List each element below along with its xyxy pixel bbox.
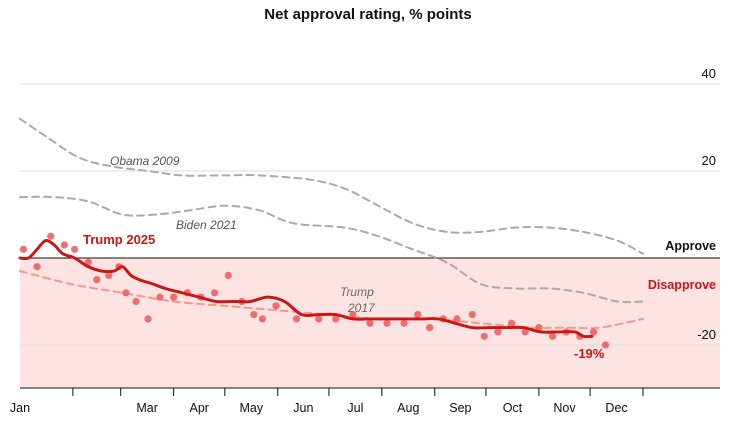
data-point	[33, 263, 41, 271]
data-point	[349, 310, 357, 319]
data-point	[224, 271, 232, 279]
data-point	[468, 310, 476, 319]
data-point	[272, 302, 280, 310]
y-tick-label: -20	[697, 327, 716, 342]
x-tick-label: Sep	[449, 401, 471, 415]
data-point	[144, 315, 152, 323]
data-point	[258, 315, 266, 323]
label-obama-2009: Obama 2009	[110, 154, 180, 168]
data-point	[19, 245, 28, 253]
label-biden-2021: Biden 2021	[176, 218, 237, 232]
label-trump-2025: Trump 2025	[83, 232, 155, 247]
x-tick-label: Oct	[503, 401, 523, 415]
trump-2025-points	[18, 232, 610, 349]
data-point	[156, 293, 164, 301]
label-trump-2017-line2: 2017	[347, 301, 376, 315]
data-point	[47, 232, 55, 240]
y-tick-label: 20	[702, 153, 716, 168]
y-tick-label: 40	[702, 66, 716, 81]
x-tick-label: Jan	[10, 401, 30, 415]
data-point	[548, 332, 557, 340]
data-point	[315, 315, 323, 323]
x-tick-label: Dec	[605, 401, 627, 415]
x-tick-label: Jul	[347, 401, 363, 415]
label-trump-2017-line1: Trump	[340, 285, 374, 299]
series-line-trump-2025-front	[18, 239, 594, 339]
data-point	[414, 310, 422, 319]
data-point	[366, 319, 374, 327]
data-point	[60, 241, 68, 249]
x-tick-label: Aug	[397, 401, 419, 415]
x-tick-label: Apr	[189, 401, 208, 415]
disapprove-label: Disapprove	[648, 278, 716, 292]
data-point	[292, 315, 301, 323]
series-line-biden-2021	[19, 195, 644, 304]
y-tick-labels: 40 20 -20	[697, 66, 716, 342]
data-point	[601, 341, 610, 349]
series-line-obama-2009	[19, 117, 644, 255]
data-point	[426, 324, 434, 332]
data-point	[535, 324, 543, 332]
data-point	[71, 245, 79, 253]
data-point	[132, 297, 140, 306]
data-point	[122, 289, 130, 297]
data-point	[589, 328, 598, 336]
x-tick-label: Nov	[553, 401, 576, 415]
x-tick-label: Jun	[293, 401, 313, 415]
data-point	[453, 315, 461, 323]
x-tick-label: Mar	[136, 401, 158, 415]
data-point	[93, 276, 101, 284]
label-latest-value: -19%	[574, 346, 605, 361]
data-point	[494, 328, 502, 336]
data-point	[400, 319, 408, 327]
x-tick-label: May	[239, 401, 263, 415]
data-point	[170, 293, 178, 301]
data-point	[250, 310, 258, 319]
data-point	[383, 319, 391, 327]
data-point	[332, 315, 340, 323]
chart-title: Net approval rating, % points	[264, 6, 472, 23]
data-point	[507, 319, 516, 327]
data-point	[105, 271, 113, 279]
approve-label: Approve	[665, 239, 716, 253]
data-point	[210, 289, 219, 297]
data-point	[480, 332, 488, 340]
data-point	[521, 328, 529, 336]
x-axis-ticks: Jan Mar Apr May Jun Jul Aug Sep Oct Nov Dec	[10, 388, 644, 415]
